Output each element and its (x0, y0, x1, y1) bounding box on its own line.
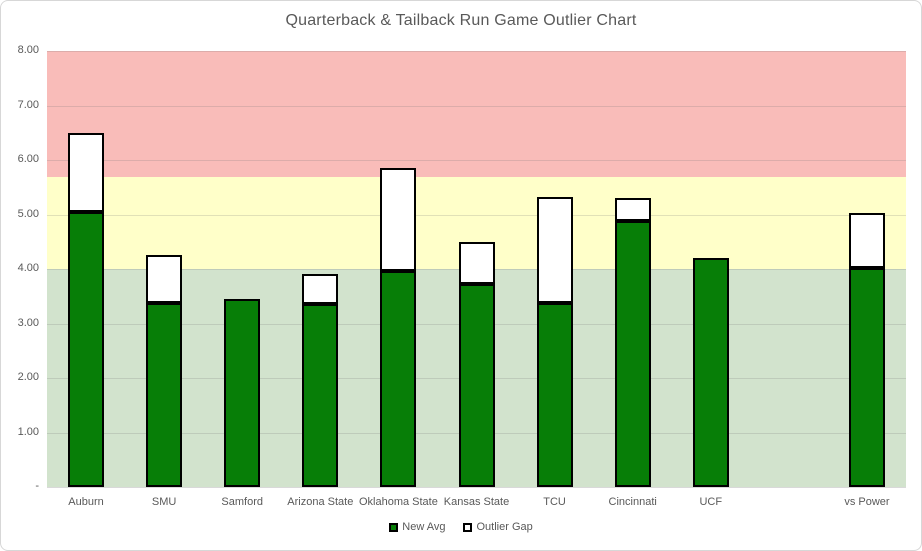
bar-segment-new-avg (848, 268, 885, 487)
bar-segment-outlier-gap (458, 241, 495, 285)
y-tick-label: 1.00 (17, 425, 39, 438)
legend-item-new-avg: New Avg (389, 521, 445, 533)
gridline-7 (47, 105, 906, 107)
y-tick-label: 7.00 (17, 98, 39, 111)
bar-segment-outlier-gap (614, 197, 651, 222)
legend-item-outlier-gap: Outlier Gap (463, 521, 533, 533)
x-axis-label: Oklahoma State (358, 496, 438, 508)
y-tick-label: 8.00 (17, 44, 39, 56)
bar-segment-new-avg (692, 258, 729, 487)
gridline-6 (47, 160, 906, 161)
bar-segment-outlier-gap (302, 273, 339, 304)
bar-segment-new-avg (536, 303, 573, 487)
bar-segment-outlier-gap (536, 196, 573, 304)
x-axis-label: Samford (221, 496, 263, 508)
x-axis-label: Auburn (68, 496, 104, 508)
bar-segment-new-avg (380, 271, 417, 487)
bar-segment-outlier-gap (146, 255, 183, 303)
x-axis-label: Kansas State (443, 496, 510, 508)
x-axis-label: Arizona State (287, 496, 354, 508)
x-axis-label: SMU (151, 496, 177, 508)
y-tick-label: 5.00 (17, 207, 39, 220)
bar-segment-outlier-gap (68, 132, 105, 212)
legend-label-new-avg: New Avg (402, 521, 446, 533)
x-axis-label: Cincinnati (608, 496, 657, 508)
y-tick-label: 2.00 (17, 371, 39, 383)
bar-segment-outlier-gap (380, 167, 417, 272)
plot-area (47, 51, 906, 488)
gridline-5 (47, 214, 906, 216)
x-axis-label: vs Power (844, 496, 890, 508)
bar-segment-new-avg (458, 284, 495, 487)
y-tick-label: - (35, 480, 39, 492)
bar-segment-new-avg (68, 211, 105, 487)
x-axis-label: UCF (699, 496, 723, 508)
new-avg-swatch-icon (389, 522, 399, 532)
legend-label-outlier-gap: Outlier Gap (476, 521, 533, 533)
bar-segment-new-avg (146, 302, 183, 487)
bar-segment-outlier-gap (848, 213, 885, 269)
chart-title: Quarterback & Tailback Run Game Outlier … (285, 12, 637, 29)
y-tick-label: 4.00 (17, 262, 39, 274)
bar-segment-new-avg (302, 303, 339, 487)
bar-segment-new-avg (614, 221, 651, 487)
gridline-8 (47, 51, 906, 52)
x-axis-label: TCU (543, 496, 566, 508)
bar-segment-new-avg (224, 298, 261, 487)
y-tick-label: 6.00 (17, 153, 39, 165)
legend: New Avg Outlier Gap (1, 521, 921, 533)
x-axis-line (47, 487, 906, 488)
outlier-gap-swatch-icon (463, 522, 473, 532)
y-tick-label: 3.00 (17, 316, 39, 329)
red-zone-band (47, 51, 906, 178)
